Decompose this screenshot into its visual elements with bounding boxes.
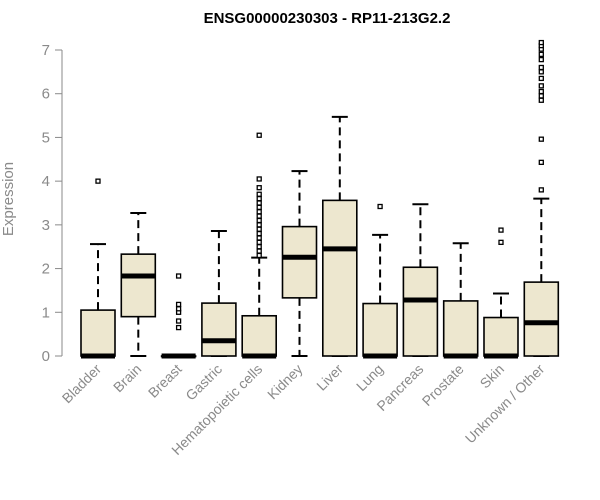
box-bladder bbox=[80, 178, 116, 359]
box-gastric bbox=[201, 229, 237, 357]
outlier-point bbox=[538, 64, 544, 71]
x-tick-label: Prostate bbox=[419, 361, 467, 409]
box-body bbox=[321, 199, 358, 357]
box-lung bbox=[362, 203, 398, 359]
outlier-point bbox=[256, 209, 262, 215]
outlier-point bbox=[256, 191, 262, 197]
y-axis: 0 1 2 3 4 5 6 7 bbox=[42, 42, 63, 365]
outlier-point bbox=[175, 324, 182, 331]
box-body bbox=[120, 253, 157, 318]
y-tick-label: 4 bbox=[42, 173, 50, 190]
outlier-point bbox=[538, 39, 544, 46]
outlier-point bbox=[256, 200, 262, 206]
outlier-point bbox=[256, 132, 262, 138]
outlier-point bbox=[175, 273, 182, 279]
y-tick-label: 0 bbox=[42, 348, 50, 365]
outlier-point bbox=[256, 235, 262, 241]
x-tick-label: Skin bbox=[477, 361, 508, 392]
outlier-point bbox=[256, 185, 262, 191]
outlier-point bbox=[256, 217, 262, 224]
box-unknown-other bbox=[523, 39, 560, 357]
y-tick-label: 1 bbox=[42, 304, 50, 321]
outlier-point bbox=[256, 195, 262, 202]
chart-title: ENSG00000230303 - RP11-213G2.2 bbox=[204, 10, 451, 27]
outlier-point bbox=[256, 176, 262, 182]
outlier-point bbox=[538, 187, 544, 193]
outlier-point bbox=[538, 88, 544, 95]
boxes-group bbox=[80, 39, 560, 359]
box-body bbox=[442, 300, 479, 357]
outlier-point bbox=[538, 51, 544, 58]
outlier-point bbox=[256, 213, 262, 219]
outlier-point bbox=[256, 244, 262, 250]
y-tick-label: 7 bbox=[42, 42, 50, 59]
x-tick-label: Breast bbox=[145, 361, 185, 401]
box-body bbox=[241, 314, 277, 357]
box-body bbox=[362, 302, 398, 357]
outlier-point bbox=[538, 159, 544, 165]
outlier-point bbox=[498, 239, 504, 245]
outlier-point bbox=[256, 230, 262, 237]
outlier-point bbox=[498, 227, 504, 233]
box-prostate bbox=[442, 242, 479, 359]
box-body bbox=[201, 302, 237, 357]
outlier-point bbox=[256, 239, 262, 245]
outlier-point bbox=[175, 318, 182, 324]
outlier-point bbox=[538, 56, 544, 63]
outlier-point bbox=[256, 222, 262, 228]
outlier-point bbox=[538, 83, 544, 89]
box-body bbox=[523, 281, 560, 357]
x-tick-label: Brain bbox=[110, 361, 144, 395]
outlier-point bbox=[377, 203, 383, 210]
x-tick-label: Liver bbox=[313, 361, 346, 394]
x-tick-label: Bladder bbox=[59, 361, 105, 407]
outlier-point bbox=[538, 93, 544, 99]
x-tick-label: Lung bbox=[353, 361, 386, 394]
outlier-point bbox=[95, 178, 101, 184]
box-brain bbox=[120, 212, 157, 357]
y-axis-label: Expression bbox=[0, 162, 17, 236]
box-skin bbox=[483, 227, 519, 359]
outlier-point bbox=[256, 252, 262, 259]
outlier-point bbox=[538, 97, 544, 103]
box-kidney bbox=[281, 170, 318, 357]
y-tick-label: 2 bbox=[42, 261, 50, 278]
outlier-point bbox=[256, 248, 262, 254]
box-pancreas bbox=[402, 203, 439, 357]
outlier-point bbox=[256, 204, 262, 211]
outlier-point bbox=[538, 75, 544, 82]
outlier-point bbox=[538, 69, 544, 75]
y-tick-label: 3 bbox=[42, 217, 50, 234]
outlier-point bbox=[175, 301, 182, 308]
box-body bbox=[80, 309, 116, 357]
box-breast bbox=[160, 273, 197, 359]
outlier-point bbox=[256, 226, 262, 232]
outlier-point bbox=[175, 306, 182, 312]
x-tick-label: Kidney bbox=[264, 361, 306, 403]
box-body bbox=[281, 225, 318, 299]
outlier-point bbox=[538, 136, 544, 142]
y-tick-label: 5 bbox=[42, 129, 50, 146]
box-liver bbox=[321, 115, 358, 357]
box-body bbox=[402, 266, 439, 357]
box-hematopoietic-cells bbox=[241, 132, 277, 359]
box-body bbox=[483, 316, 519, 357]
y-tick-label: 6 bbox=[42, 86, 50, 103]
